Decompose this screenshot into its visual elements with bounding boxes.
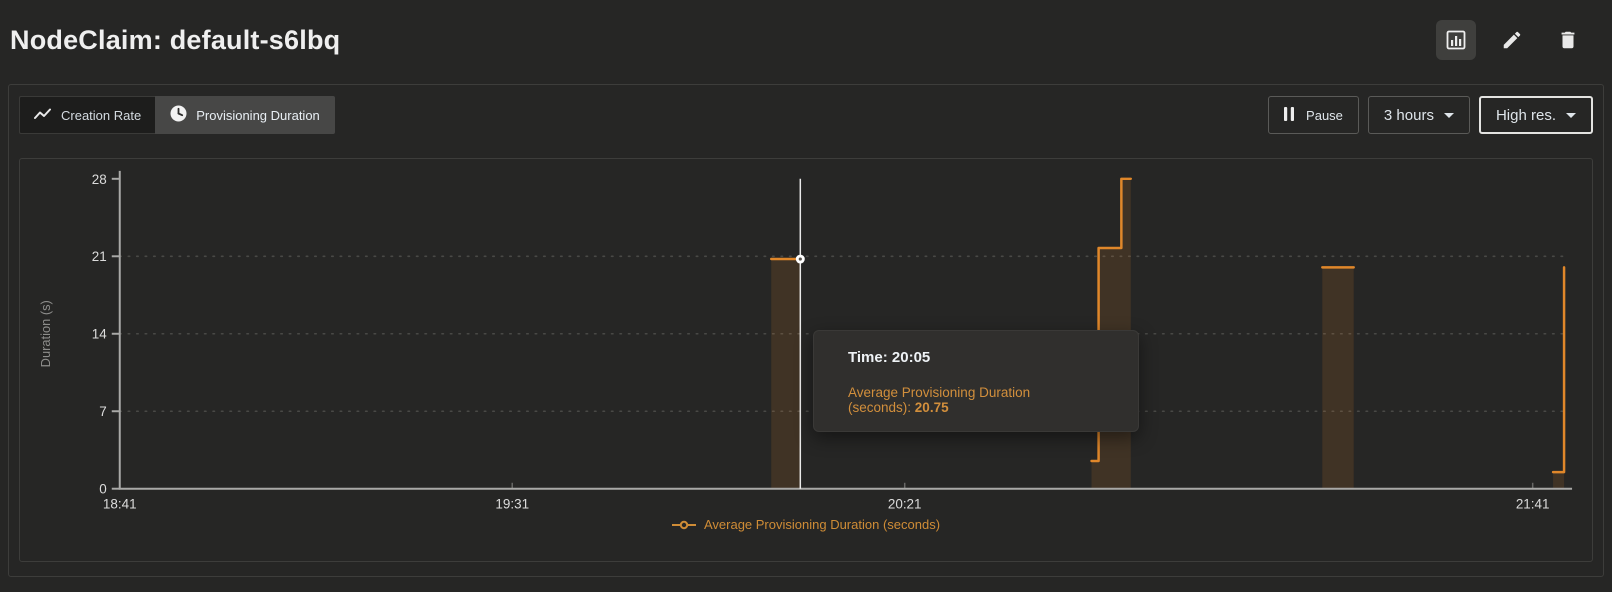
resolution-dropdown[interactable]: High res. (1478, 96, 1593, 134)
time-range-label: 3 hours (1383, 106, 1434, 124)
panel-view-button[interactable] (1436, 20, 1476, 60)
y-tick-label: 28 (92, 172, 107, 187)
series-line (1551, 266, 1566, 474)
x-tick-label: 19:31 (495, 497, 529, 512)
tab-label: Provisioning Duration (196, 107, 320, 123)
time-range-dropdown[interactable]: 3 hours (1367, 96, 1470, 134)
chart-legend[interactable]: Average Provisioning Duration (seconds) (20, 517, 1592, 532)
chart-tooltip: Time: 20:05 Average Provisioning Duratio… (813, 330, 1139, 432)
delete-button[interactable] (1548, 20, 1588, 60)
tab-provisioning-duration[interactable]: Provisioning Duration (155, 96, 335, 134)
header: NodeClaim: default-s6lbq (0, 0, 1612, 80)
series-fill (1322, 267, 1354, 489)
tooltip-time: Time: 20:05 (848, 349, 931, 366)
x-tick-label: 21:41 (1516, 497, 1550, 512)
series-marker-icon (671, 520, 696, 530)
y-axis-label: Duration (s) (38, 300, 53, 367)
tab-creation-rate[interactable]: Creation Rate (19, 96, 156, 134)
metrics-panel: Creation Rate Provisioning Duration Paus… (8, 84, 1604, 577)
pause-label: Pause (1306, 107, 1343, 123)
y-tick-label: 14 (92, 327, 108, 342)
y-tick-label: 7 (99, 404, 106, 419)
legend-label: Average Provisioning Duration (seconds) (703, 517, 941, 532)
chevron-down-icon (1566, 112, 1576, 118)
header-actions (1436, 20, 1588, 60)
trend-line-icon (34, 106, 52, 125)
x-tick-label: 18:41 (103, 497, 137, 512)
y-tick-label: 21 (92, 249, 107, 264)
tooltip-series-value: Average Provisioning Duration (seconds):… (848, 385, 1031, 415)
toolbar-actions: Pause 3 hours High res. (1268, 96, 1593, 134)
chart-tabs: Creation Rate Provisioning Duration (19, 96, 335, 134)
trash-icon (1557, 29, 1579, 51)
resolution-label: High res. (1495, 106, 1556, 124)
clock-icon (170, 105, 187, 125)
series-fill (771, 259, 801, 489)
hover-point-center (798, 257, 802, 261)
chart-toolbar: Creation Rate Provisioning Duration Paus… (19, 96, 1593, 134)
page-title: NodeClaim: default-s6lbq (10, 24, 341, 55)
tab-label: Creation Rate (61, 107, 142, 123)
pause-button[interactable]: Pause (1268, 96, 1359, 134)
x-tick-label: 20:21 (888, 497, 922, 512)
provisioning-duration-chart[interactable]: 0 7 14 21 28 18:41 19:31 20:21 21:41 Duration (s) (20, 159, 1592, 561)
pause-icon (1284, 106, 1295, 124)
bar-chart-icon (1444, 28, 1468, 52)
pencil-icon (1501, 29, 1523, 51)
series-line (1090, 177, 1133, 463)
chevron-down-icon (1443, 112, 1454, 118)
y-tick-label: 0 (99, 482, 106, 497)
chart-container: 0 7 14 21 28 18:41 19:31 20:21 21:41 Duration (s)… (19, 158, 1593, 562)
series-fill (1553, 267, 1565, 489)
edit-button[interactable] (1492, 20, 1532, 60)
